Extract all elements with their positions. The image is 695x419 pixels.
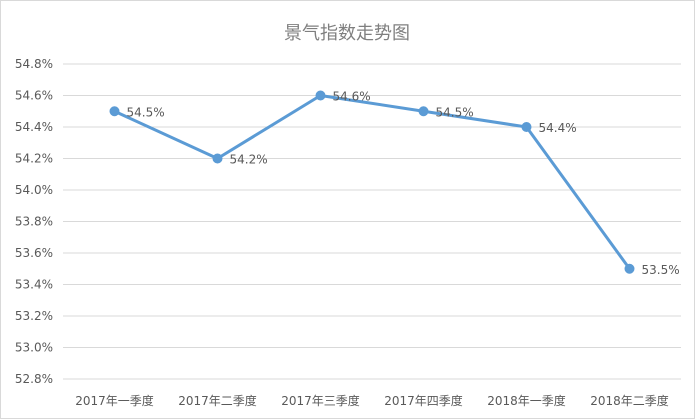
data-point (109, 106, 120, 117)
y-tick-label: 54.2% (15, 152, 53, 166)
y-tick-label: 54.4% (15, 120, 53, 134)
data-point (624, 263, 635, 274)
data-label: 53.5% (642, 263, 680, 277)
data-point (212, 153, 223, 164)
data-label: 54.5% (127, 105, 165, 119)
x-tick-label: 2018年一季度 (487, 393, 566, 408)
y-tick-label: 54.0% (15, 183, 53, 197)
series-layer (109, 90, 635, 274)
y-tick-label: 52.8% (15, 372, 53, 386)
data-label: 54.6% (333, 90, 371, 104)
data-label: 54.5% (436, 105, 474, 119)
y-tick-label: 54.8% (15, 57, 53, 71)
x-tick-label: 2017年三季度 (281, 393, 360, 408)
x-tick-label: 2018年二季度 (590, 393, 669, 408)
data-point (418, 106, 429, 117)
grid-layer (63, 63, 681, 380)
data-point (521, 122, 532, 132)
x-tick-label: 2017年一季度 (75, 393, 154, 408)
x-tick-label: 2017年二季度 (178, 393, 257, 408)
y-tick-label: 53.8% (15, 215, 53, 229)
y-tick-label: 54.6% (15, 89, 53, 103)
series-line (113, 94, 631, 271)
y-tick-label: 53.6% (15, 246, 53, 260)
label-layer: 54.5% 54.2% 54.6% 54.5% 54.4% 53.5% (127, 90, 680, 277)
data-point (315, 90, 326, 101)
x-tick-label: 2017年四季度 (384, 393, 463, 408)
y-tick-label: 53.2% (15, 309, 53, 323)
chart-title: 景气指数走势图 (284, 23, 410, 44)
y-tick-label: 53.4% (15, 278, 53, 292)
y-tick-label: 53.0% (15, 341, 53, 355)
data-label: 54.4% (539, 121, 577, 135)
data-label: 54.2% (230, 153, 268, 167)
axis-layer: 52.8% 53.0% 53.2% 53.4% 53.6% 53.8% 54.0% 54.2%… (15, 57, 669, 408)
